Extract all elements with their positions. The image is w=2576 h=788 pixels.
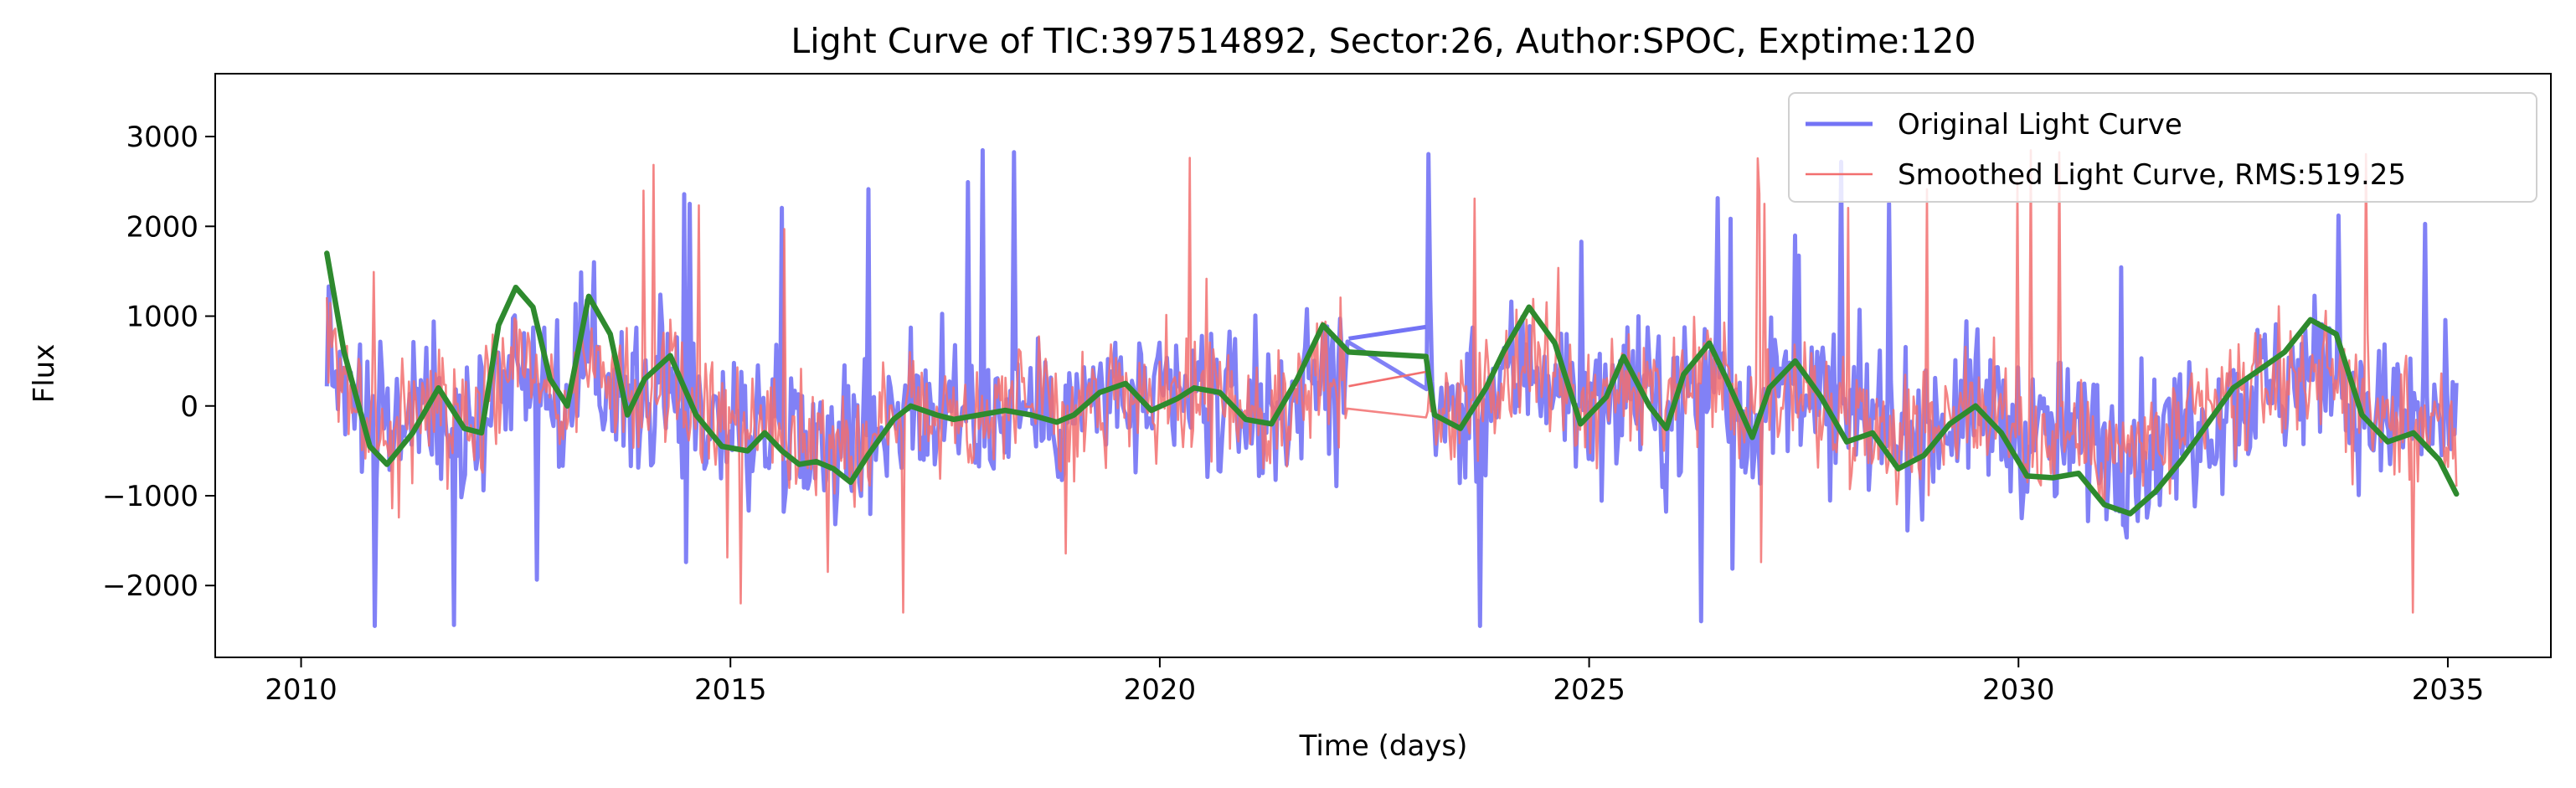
y-tick-label: 0 [180,390,198,424]
x-tick-label: 2030 [1982,673,2055,707]
plot-area [324,147,2460,628]
axes: 2010 2015 2020 2025 2030 2035 −2000 −1000 0 1000 2… [102,73,2552,707]
y-tick-label: 2000 [126,210,198,244]
x-tick-label: 2025 [1553,673,1625,707]
chart-title: Light Curve of TIC:397514892, Sector:26,… [791,21,1976,61]
y-tick-label: −2000 [102,569,198,603]
x-tick-label: 2020 [1124,673,1197,707]
legend-smoothed-label: Smoothed Light Curve, RMS:519.25 [1898,158,2406,192]
series-trend-line [324,250,2460,517]
legend: Original Light Curve Smoothed Light Curve… [1788,92,2537,203]
legend-original-label: Original Light Curve [1898,108,2182,142]
y-tick-label: 3000 [126,121,198,154]
y-tick-label: −1000 [102,480,198,513]
y-axis-label: Flux [28,344,61,404]
legend-box [1788,92,2537,203]
gap-bridge-smoothed [1348,370,1427,388]
plot-frame [214,73,2552,658]
y-tick-label: 1000 [126,301,198,334]
gap-bridge-original [1348,324,1427,341]
x-tick-label: 2010 [265,673,337,707]
x-tick-label: 2015 [694,673,767,707]
x-tick-label: 2035 [2412,673,2485,707]
x-axis-label: Time (days) [1299,729,1468,763]
